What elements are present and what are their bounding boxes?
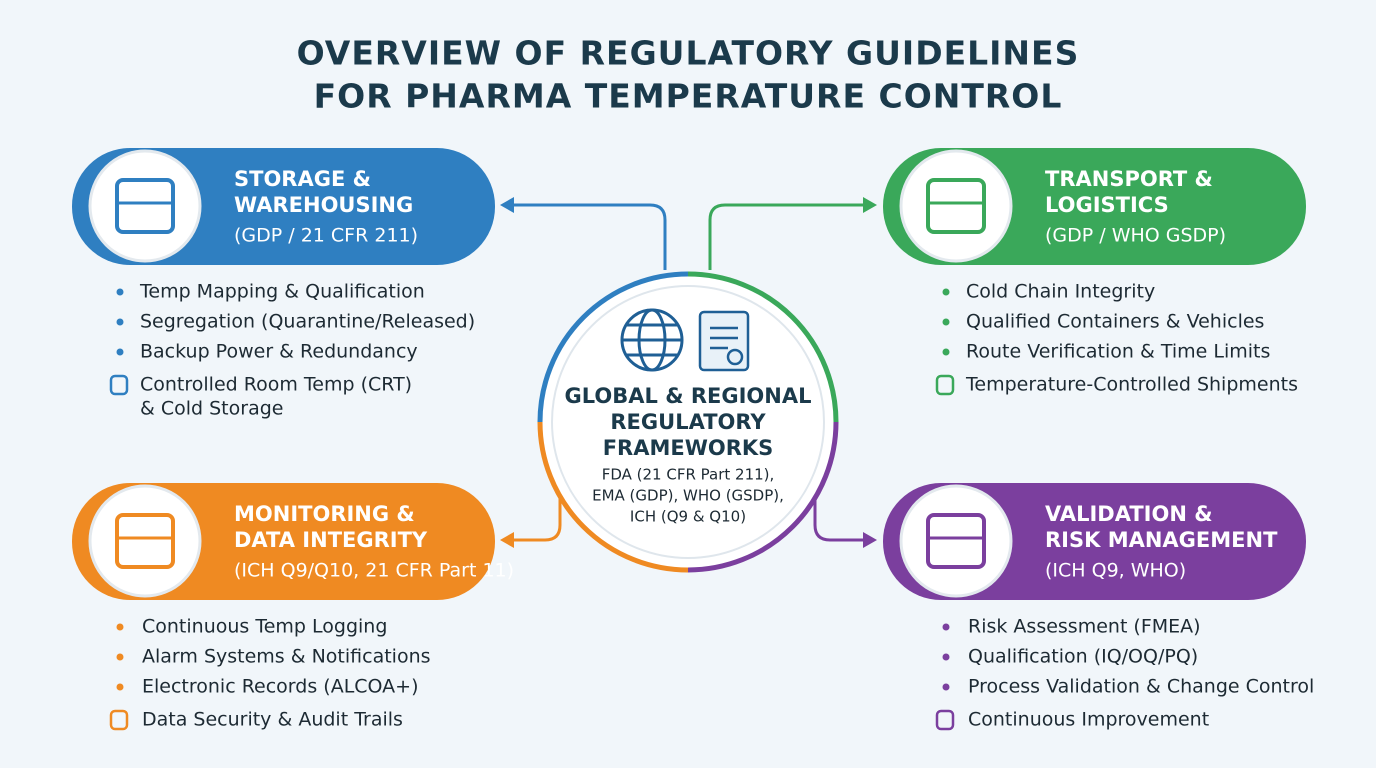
- hub-body: ICH (Q9 & Q10): [630, 508, 746, 526]
- page-title: FOR PHARMA TEMPERATURE CONTROL: [314, 77, 1063, 116]
- list-item: Route Verification & Time Limits: [966, 341, 1270, 363]
- hub-body: FDA (21 CFR Part 211),: [602, 466, 775, 484]
- card-icon: [115, 513, 175, 569]
- card-subtitle: (ICH Q9, WHO): [1045, 560, 1186, 582]
- icon-circle: [899, 149, 1013, 263]
- bullet: [942, 653, 950, 661]
- card-icon: [115, 178, 175, 234]
- card-subtitle: (GDP / WHO GSDP): [1045, 225, 1226, 247]
- bullet: [116, 318, 124, 326]
- list-item: Continuous Temp Logging: [142, 616, 387, 638]
- bullet: [942, 348, 950, 356]
- card-title: VALIDATION &: [1045, 502, 1213, 526]
- arrow: [500, 532, 514, 548]
- card-title: RISK MANAGEMENT: [1045, 528, 1278, 552]
- ring: [687, 271, 839, 423]
- arrow: [500, 197, 514, 213]
- arrow: [863, 532, 877, 548]
- icon-circle: [899, 484, 1013, 598]
- card-title: WAREHOUSING: [234, 193, 413, 217]
- card-subtitle: (GDP / 21 CFR 211): [234, 225, 418, 247]
- ring: [687, 421, 839, 573]
- list-item: Cold Chain Integrity: [966, 281, 1155, 303]
- item-icon: [935, 374, 955, 396]
- card-icon: [926, 513, 986, 569]
- bullet: [116, 348, 124, 356]
- hub-body: EMA (GDP), WHO (GSDP),: [592, 487, 784, 505]
- item-icon: [109, 709, 129, 731]
- card-title: MONITORING &: [234, 502, 415, 526]
- icon-circle: [88, 484, 202, 598]
- ring: [537, 271, 689, 423]
- bullet: [116, 623, 124, 631]
- list-item: Temperature-Controlled Shipments: [965, 374, 1298, 396]
- list-item: & Cold Storage: [140, 398, 283, 420]
- center-hub: [537, 271, 839, 573]
- document-icon: [698, 310, 750, 372]
- card-title: DATA INTEGRITY: [234, 528, 428, 552]
- bullet: [942, 318, 950, 326]
- connector: [510, 490, 562, 542]
- ring: [537, 421, 689, 573]
- bullet: [942, 683, 950, 691]
- bullet: [942, 623, 950, 631]
- hub-title: REGULATORY: [610, 410, 766, 434]
- section-card: VALIDATION &RISK MANAGEMENT (ICH Q9, WHO)…: [883, 483, 1314, 731]
- list-item: Qualified Containers & Vehicles: [966, 311, 1264, 333]
- list-item: Risk Assessment (FMEA): [968, 616, 1201, 638]
- list-item: Alarm Systems & Notifications: [142, 646, 431, 668]
- hub-title: FRAMEWORKS: [603, 436, 774, 460]
- section-card: STORAGE &WAREHOUSING (GDP / 21 CFR 211) Te…: [72, 148, 495, 420]
- list-item: Segregation (Quarantine/Released): [140, 311, 475, 333]
- connector: [813, 490, 865, 542]
- bullet: [116, 288, 124, 296]
- bullet: [116, 683, 124, 691]
- card-subtitle: (ICH Q9/Q10, 21 CFR Part 11): [234, 560, 514, 582]
- hub-title: GLOBAL & REGIONAL: [565, 384, 812, 408]
- bullet: [116, 653, 124, 661]
- globe-icon: [620, 308, 684, 372]
- section-card: MONITORING &DATA INTEGRITY (ICH Q9/Q10, 2…: [72, 483, 514, 731]
- item-icon: [935, 709, 955, 731]
- list-item: Electronic Records (ALCOA+): [142, 676, 419, 698]
- card-title: TRANSPORT &: [1045, 167, 1213, 191]
- list-item: Controlled Room Temp (CRT): [140, 374, 412, 396]
- list-item: Qualification (IQ/OQ/PQ): [968, 646, 1198, 668]
- page-title: OVERVIEW OF REGULATORY GUIDELINES: [297, 34, 1080, 73]
- connectors: [500, 197, 877, 548]
- connector: [708, 203, 865, 270]
- hub: [551, 285, 825, 559]
- card-icon: [926, 178, 986, 234]
- list-item: Temp Mapping & Qualification: [139, 281, 425, 303]
- section-card: TRANSPORT &LOGISTICS (GDP / WHO GSDP) Cold…: [883, 148, 1306, 396]
- icon-circle: [88, 149, 202, 263]
- list-item: Backup Power & Redundancy: [140, 341, 418, 363]
- card-title: STORAGE &: [234, 167, 371, 191]
- arrow: [863, 197, 877, 213]
- connector: [510, 203, 667, 270]
- bullet: [942, 288, 950, 296]
- item-icon: [109, 374, 129, 396]
- card-title: LOGISTICS: [1045, 193, 1169, 217]
- list-item: Process Validation & Change Control: [968, 676, 1314, 698]
- list-item: Data Security & Audit Trails: [142, 709, 403, 731]
- list-item: Continuous Improvement: [968, 709, 1209, 731]
